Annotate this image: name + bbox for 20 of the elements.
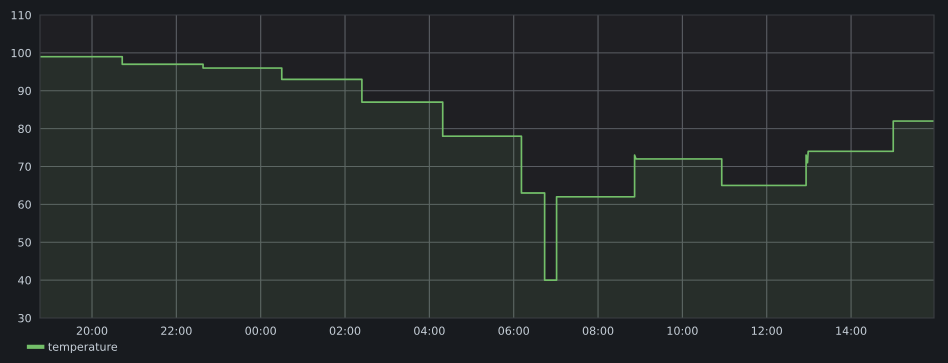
x-tick-label: 08:00	[582, 326, 614, 335]
x-tick-label: 10:00	[668, 326, 698, 335]
x-tick-label: 06:00	[498, 326, 529, 335]
x-tick-label: 20:00	[76, 326, 108, 335]
x-tick-label: 12:00	[752, 326, 782, 335]
x-tick-label: 14:00	[836, 326, 866, 335]
y-tick-label: 40	[18, 276, 31, 285]
x-tick-label: 02:00	[330, 326, 360, 335]
y-tick-label: 50	[18, 238, 31, 247]
y-tick-label: 110	[12, 10, 31, 20]
y-tick-label: 100	[12, 48, 31, 58]
x-tick-label: 00:00	[245, 326, 276, 335]
y-tick-label: 30	[18, 314, 31, 322]
y-tick-label: 60	[18, 200, 31, 209]
y-tick-label: 90	[18, 86, 31, 96]
x-tick-label: 04:00	[414, 326, 445, 335]
y-tick-label: 80	[18, 124, 31, 134]
y-tick-label: 70	[18, 162, 31, 171]
legend-label: temperature	[48, 342, 118, 353]
x-tick-label: 22:00	[161, 326, 192, 335]
